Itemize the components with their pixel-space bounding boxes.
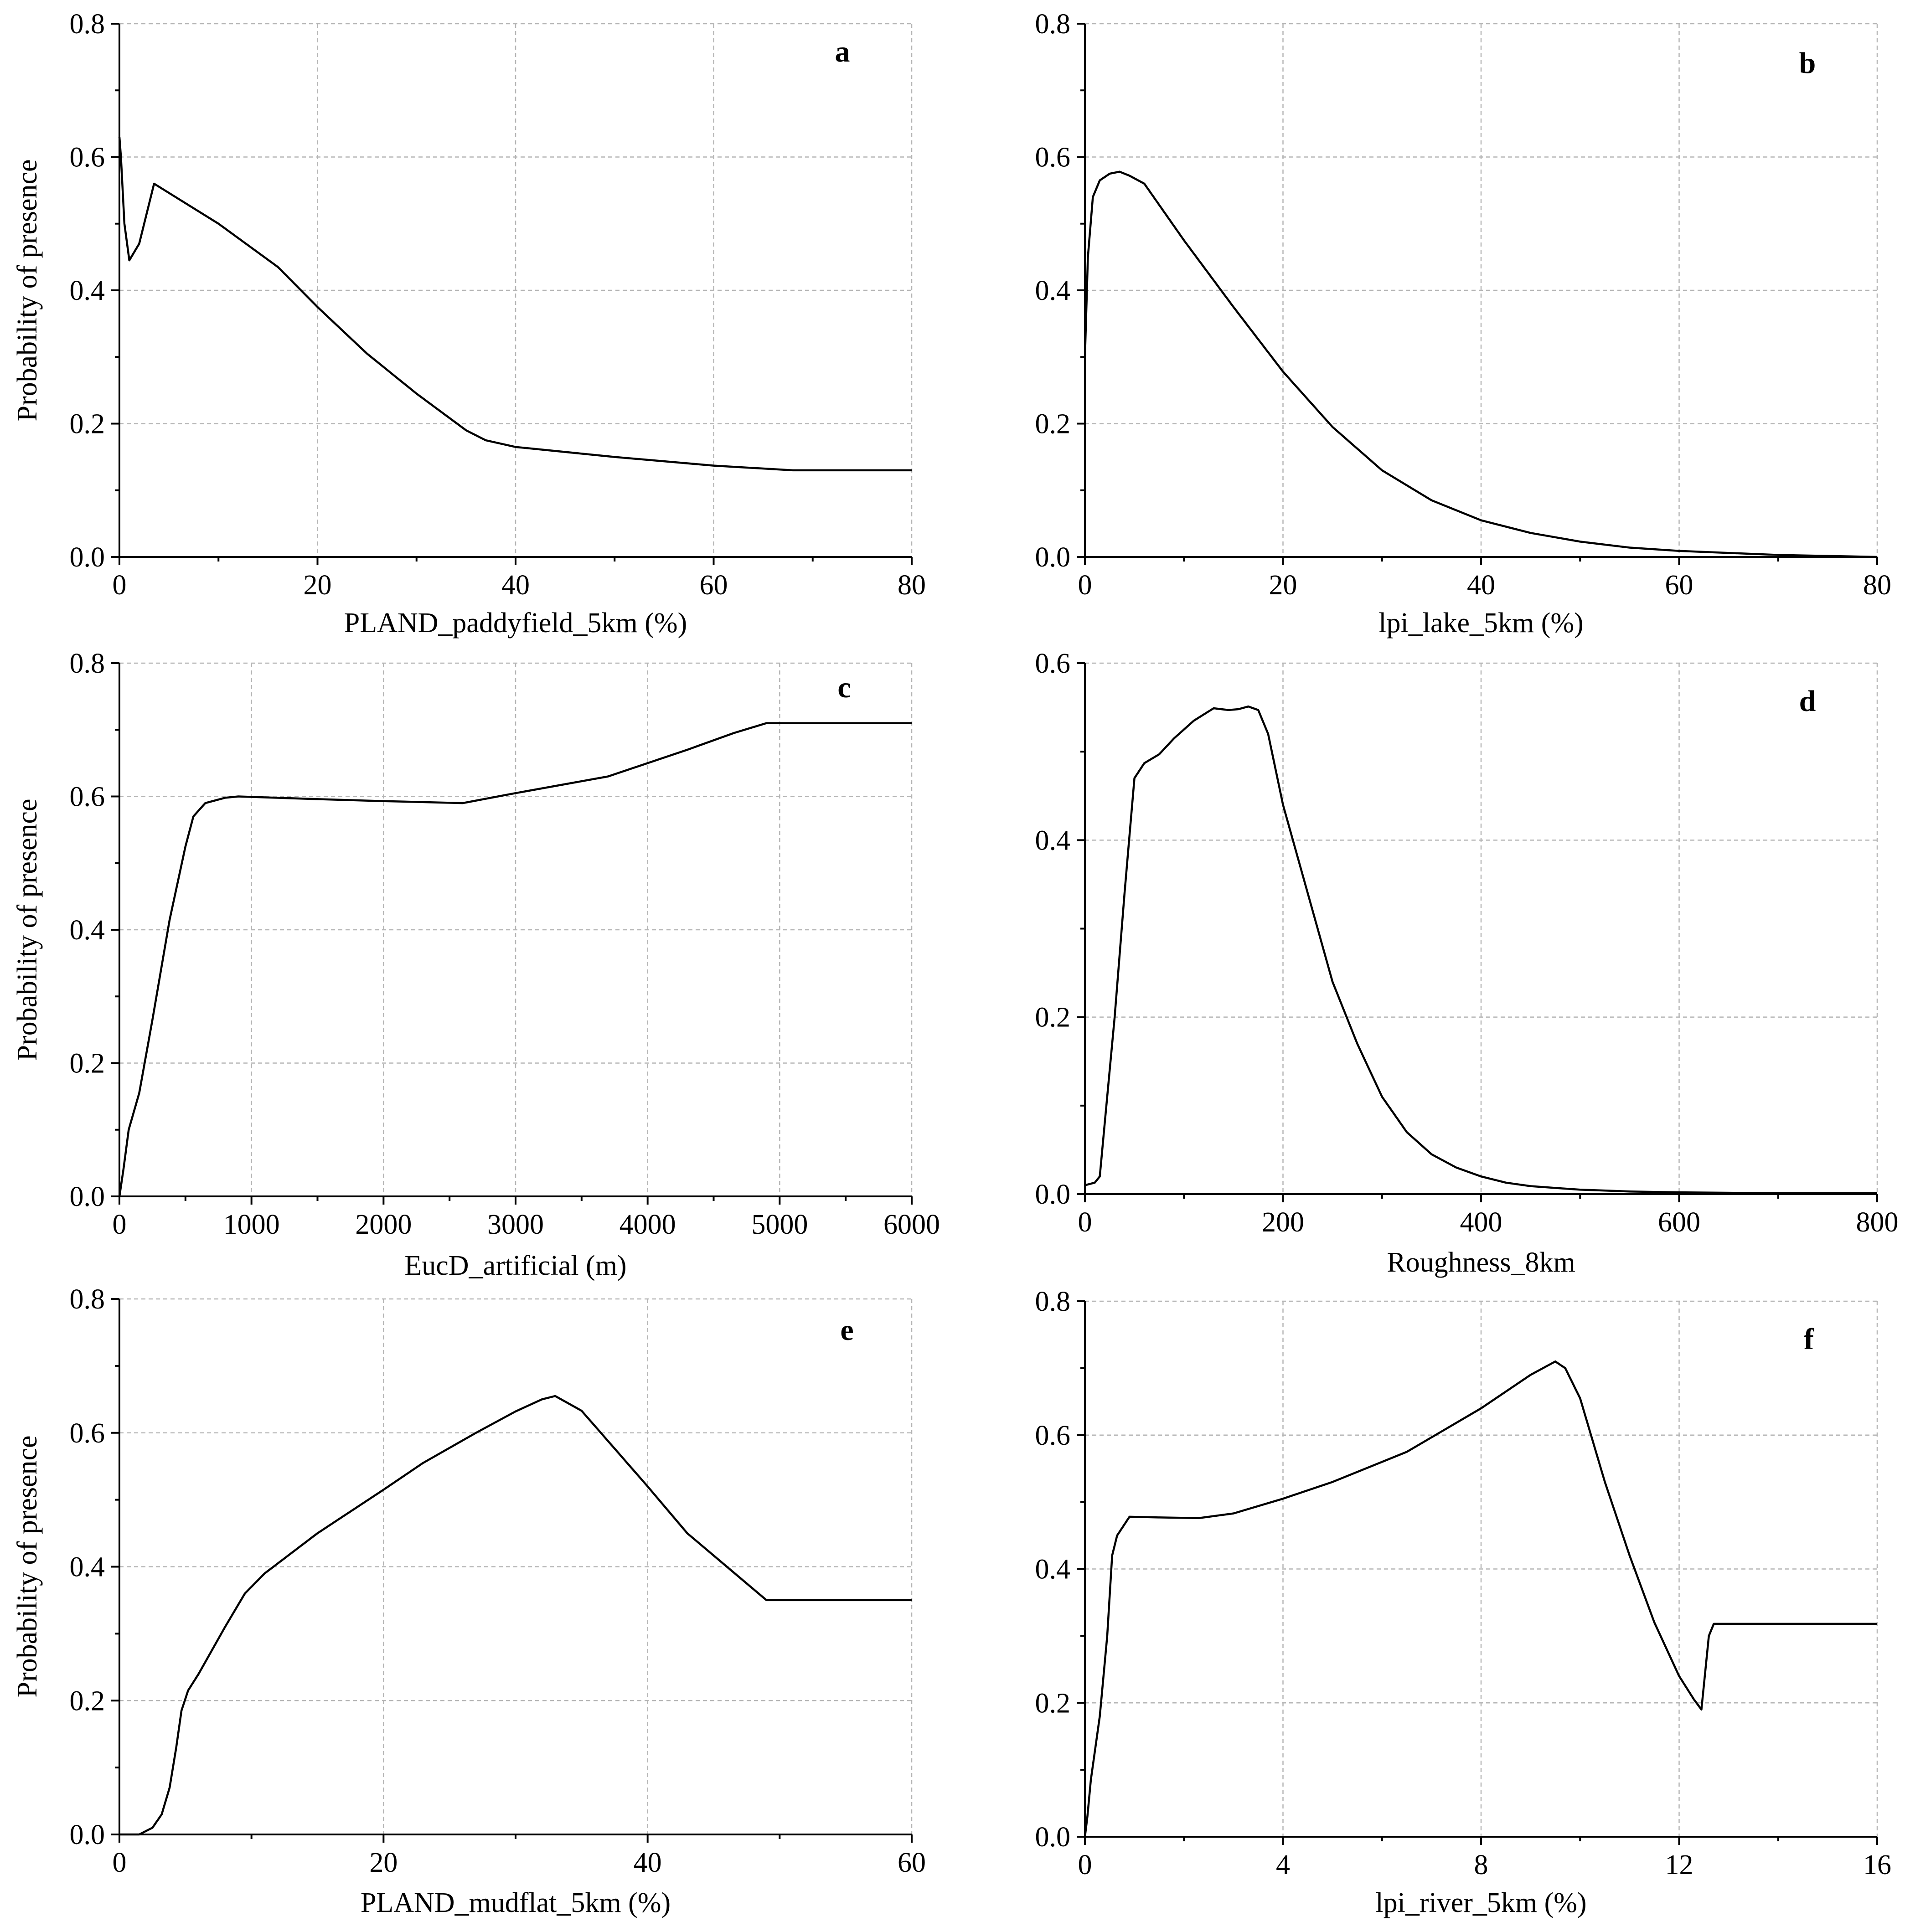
- panel-c: 0 1000 2000 3000 4000 5000 6000 0.0 0.2 0.4 0.6 0.8…: [12, 648, 940, 1281]
- x-tick-label: 16: [1863, 1850, 1891, 1880]
- y-tick-label: 0.6: [70, 782, 105, 813]
- panel-b: 0 20 40 60 80 0.0 0.2 0.4 0.6 0.8 lpi_lake_5km (%…: [1035, 9, 1892, 639]
- x-tick-label: 40: [634, 1847, 662, 1878]
- y-tick-label: 0.6: [1035, 1420, 1071, 1451]
- y-tick-label: 0.4: [70, 275, 105, 306]
- x-tick-label: 20: [304, 570, 332, 601]
- x-tick-label: 40: [501, 570, 530, 601]
- x-tick-label: 400: [1460, 1207, 1502, 1238]
- panel-letter: c: [837, 671, 851, 704]
- panel-e: 0 20 40 60 0.0 0.2 0.4 0.6 0.8 Probability of pr…: [12, 1284, 926, 1918]
- y-axis-title: Probability of presence: [12, 1435, 43, 1697]
- y-tick-label: 0.6: [1035, 142, 1071, 173]
- y-tick-label: 0.2: [1035, 1688, 1071, 1719]
- response-curve-line: [1084, 705, 1877, 1195]
- x-tick-label: 0: [113, 570, 127, 601]
- x-tick-label: 20: [1269, 570, 1297, 601]
- y-tick-label: 0.0: [70, 1181, 105, 1212]
- x-tick-label: 4000: [620, 1209, 676, 1240]
- y-axis-title: Probability of presence: [12, 799, 43, 1061]
- x-axis-title: PLAND_mudflat_5km (%): [361, 1887, 671, 1918]
- x-tick-label: 800: [1856, 1207, 1899, 1238]
- y-tick-label: 0.0: [1035, 542, 1071, 573]
- x-tick-label: 6000: [883, 1209, 940, 1240]
- x-axis-title: EucD_artificial (m): [404, 1250, 626, 1281]
- y-tick-label: 0.4: [1035, 275, 1071, 306]
- y-tick-label: 0.2: [70, 1685, 105, 1716]
- y-tick-label: 0.0: [70, 542, 105, 573]
- plot-layer: 0 200 400 600 800 0.0 0.2 0.4 0.6: [1035, 648, 1899, 1238]
- y-tick-label: 0.0: [1035, 1179, 1071, 1210]
- y-tick-label: 0.2: [70, 1048, 105, 1079]
- panel-f: 0 4 8 12 16 0.0 0.2 0.4 0.6 0.8 lpi_river_5km (%)…: [1035, 1286, 1892, 1918]
- response-curve-line: [118, 137, 912, 472]
- panel-a: 0 20 40 60 80 0.0 0.2 0.4 0.6 0.8 Probability of …: [12, 9, 926, 639]
- y-tick-label: 0.8: [70, 648, 105, 679]
- y-tick-label: 0.0: [70, 1819, 105, 1850]
- y-tick-label: 0.6: [1035, 648, 1071, 679]
- x-tick-label: 0: [1078, 570, 1092, 601]
- response-curve-line: [118, 722, 912, 1197]
- x-tick-label: 60: [1665, 570, 1693, 601]
- x-tick-label: 60: [700, 570, 728, 601]
- x-tick-label: 60: [898, 1847, 926, 1878]
- plot-layer: 0 20 40 60 0.0 0.2 0.4 0.6 0.8: [70, 1284, 926, 1878]
- y-tick-label: 0.0: [1035, 1822, 1071, 1853]
- y-tick-label: 0.8: [1035, 9, 1071, 40]
- y-tick-label: 0.8: [1035, 1286, 1071, 1317]
- x-tick-label: 200: [1262, 1207, 1304, 1238]
- y-tick-label: 0.8: [70, 9, 105, 40]
- x-tick-label: 4: [1276, 1850, 1290, 1880]
- x-axis-title: PLAND_paddyfield_5km (%): [344, 608, 687, 639]
- response-curve-line: [1084, 1360, 1877, 1837]
- y-axis-title: Probability of presence: [12, 159, 43, 421]
- plot-layer: 0 20 40 60 80 0.0 0.2 0.4 0.6 0.8: [1035, 9, 1892, 601]
- y-tick-label: 0.4: [1035, 1554, 1071, 1585]
- panel-letter: e: [840, 1314, 853, 1347]
- y-tick-label: 0.2: [1035, 409, 1071, 440]
- plot-layer: 0 4 8 12 16 0.0 0.2 0.4 0.6 0.8: [1035, 1286, 1892, 1880]
- x-tick-label: 600: [1658, 1207, 1700, 1238]
- x-axis-title: Roughness_8km: [1387, 1247, 1575, 1278]
- x-tick-label: 20: [369, 1847, 398, 1878]
- x-tick-label: 8: [1474, 1850, 1488, 1880]
- x-tick-label: 0: [113, 1209, 127, 1240]
- y-tick-label: 0.2: [70, 409, 105, 440]
- x-tick-label: 12: [1665, 1850, 1693, 1880]
- y-tick-label: 0.4: [1035, 825, 1071, 856]
- panel-letter: a: [835, 35, 850, 68]
- panel-letter: d: [1799, 685, 1816, 718]
- x-tick-label: 80: [1863, 570, 1891, 601]
- panel-letter: b: [1799, 46, 1816, 80]
- panel-letter: f: [1804, 1323, 1814, 1356]
- response-curve-line: [119, 1395, 912, 1836]
- x-tick-label: 0: [1078, 1850, 1092, 1880]
- plot-layer: 0 20 40 60 80 0.0 0.2 0.4 0.6 0.8: [70, 9, 926, 601]
- y-tick-label: 0.6: [70, 142, 105, 173]
- y-tick-label: 0.8: [70, 1284, 105, 1315]
- plot-layer: 0 1000 2000 3000 4000 5000 6000 0.0 0.2 0.4 0.6 0.8: [70, 648, 940, 1240]
- y-tick-label: 0.2: [1035, 1002, 1071, 1033]
- x-tick-label: 80: [898, 570, 926, 601]
- x-axis-title: lpi_lake_5km (%): [1378, 608, 1583, 639]
- x-tick-label: 3000: [487, 1209, 544, 1240]
- y-tick-label: 0.6: [70, 1418, 105, 1449]
- y-tick-label: 0.4: [70, 1552, 105, 1583]
- x-tick-label: 5000: [751, 1209, 808, 1240]
- x-tick-label: 2000: [355, 1209, 412, 1240]
- x-tick-label: 1000: [223, 1209, 280, 1240]
- x-tick-label: 0: [113, 1847, 127, 1878]
- y-tick-label: 0.4: [70, 915, 105, 946]
- response-curve-line: [1084, 170, 1878, 558]
- x-tick-label: 0: [1078, 1207, 1092, 1238]
- x-axis-title: lpi_river_5km (%): [1375, 1887, 1586, 1918]
- x-tick-label: 40: [1467, 570, 1495, 601]
